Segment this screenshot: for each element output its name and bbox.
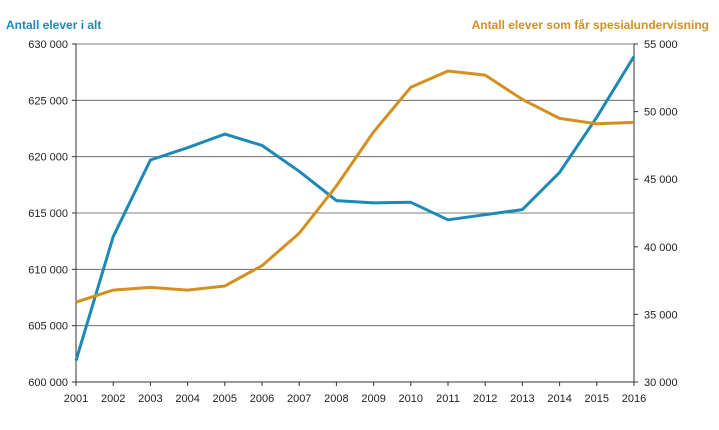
x-tick-label: 2003 — [138, 393, 162, 405]
series-line-spesialundervisning — [76, 71, 634, 302]
left-axis-title: Antall elever i alt — [6, 18, 101, 32]
right-tick-label: 35 000 — [644, 309, 678, 321]
x-tick-label: 2014 — [547, 393, 571, 405]
left-tick-label: 625 000 — [28, 95, 68, 107]
right-tick-label: 40 000 — [644, 242, 678, 254]
x-tick-label: 2005 — [213, 393, 237, 405]
x-tick-label: 2004 — [175, 393, 199, 405]
left-tick-label: 620 000 — [28, 152, 68, 164]
x-tick-label: 2009 — [361, 393, 385, 405]
x-tick-label: 2012 — [473, 393, 497, 405]
right-tick-label: 45 000 — [644, 174, 678, 186]
left-tick-label: 610 000 — [28, 264, 68, 276]
left-tick-label: 615 000 — [28, 208, 68, 220]
right-tick-label: 50 000 — [644, 107, 678, 119]
x-tick-label: 2006 — [250, 393, 274, 405]
left-tick-label: 605 000 — [28, 321, 68, 333]
x-tick-label: 2001 — [64, 393, 88, 405]
right-tick-label: 30 000 — [644, 377, 678, 389]
x-tick-label: 2015 — [585, 393, 609, 405]
series-line-elever-i-alt — [76, 56, 634, 360]
x-tick-label: 2013 — [510, 393, 534, 405]
left-tick-label: 630 000 — [28, 39, 68, 51]
left-tick-label: 600 000 — [28, 377, 68, 389]
right-axis-title: Antall elever som får spesialundervisnin… — [472, 18, 709, 32]
x-tick-label: 2016 — [622, 393, 646, 405]
x-tick-label: 2010 — [399, 393, 423, 405]
x-tick-label: 2011 — [436, 393, 460, 405]
right-tick-label: 55 000 — [644, 39, 678, 51]
x-tick-label: 2008 — [324, 393, 348, 405]
x-tick-label: 2002 — [101, 393, 125, 405]
x-tick-label: 2007 — [287, 393, 311, 405]
